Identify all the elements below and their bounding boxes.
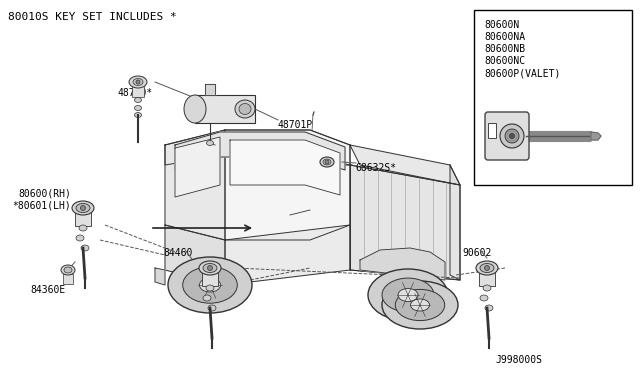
Ellipse shape: [480, 263, 494, 273]
Polygon shape: [350, 165, 460, 280]
Ellipse shape: [168, 257, 252, 313]
Circle shape: [325, 160, 329, 164]
Ellipse shape: [199, 261, 221, 275]
Circle shape: [136, 80, 140, 84]
Ellipse shape: [64, 267, 72, 273]
Bar: [479, 264, 495, 286]
Ellipse shape: [61, 265, 75, 275]
Ellipse shape: [208, 305, 216, 311]
Text: 84460: 84460: [163, 248, 193, 258]
Ellipse shape: [134, 97, 141, 103]
Ellipse shape: [323, 159, 331, 165]
Text: 48700A: 48700A: [215, 147, 250, 157]
Bar: [202, 264, 218, 286]
Polygon shape: [225, 225, 350, 285]
Ellipse shape: [133, 78, 143, 86]
Circle shape: [500, 124, 524, 148]
Ellipse shape: [235, 100, 255, 118]
Ellipse shape: [184, 95, 206, 123]
Text: 48700*: 48700*: [118, 88, 153, 98]
Text: 80600NA: 80600NA: [484, 32, 525, 42]
Ellipse shape: [134, 106, 141, 110]
Bar: [75, 204, 91, 226]
Ellipse shape: [476, 261, 498, 275]
Text: 90602: 90602: [462, 248, 492, 258]
Ellipse shape: [206, 285, 214, 291]
Ellipse shape: [320, 157, 334, 167]
Ellipse shape: [483, 285, 491, 291]
Polygon shape: [165, 225, 225, 285]
Ellipse shape: [398, 289, 418, 301]
Circle shape: [81, 205, 86, 211]
Ellipse shape: [239, 103, 251, 115]
Bar: [488, 123, 496, 138]
Ellipse shape: [79, 225, 87, 231]
Text: 48701P: 48701P: [278, 120, 313, 130]
Ellipse shape: [182, 267, 237, 303]
Ellipse shape: [480, 295, 488, 301]
Circle shape: [505, 129, 519, 143]
Polygon shape: [591, 132, 601, 140]
Polygon shape: [225, 130, 350, 240]
Polygon shape: [230, 140, 340, 195]
Ellipse shape: [382, 278, 434, 312]
Text: 80600NB: 80600NB: [484, 44, 525, 54]
Text: J998000S: J998000S: [495, 355, 542, 365]
Polygon shape: [360, 248, 445, 280]
Polygon shape: [155, 268, 165, 285]
Ellipse shape: [382, 281, 458, 329]
Polygon shape: [165, 130, 350, 165]
Ellipse shape: [485, 305, 493, 311]
Text: 84360E: 84360E: [30, 285, 65, 295]
Ellipse shape: [76, 203, 90, 212]
Ellipse shape: [76, 235, 84, 241]
Text: 68632S*: 68632S*: [355, 163, 396, 173]
Bar: [132, 79, 144, 97]
Ellipse shape: [368, 269, 448, 321]
Ellipse shape: [207, 141, 214, 145]
Circle shape: [509, 134, 515, 138]
Ellipse shape: [81, 245, 89, 251]
Text: 80600(RH): 80600(RH): [18, 188, 71, 198]
Ellipse shape: [203, 295, 211, 301]
Bar: [63, 274, 73, 284]
Text: 80600P(VALET): 80600P(VALET): [484, 68, 561, 78]
Ellipse shape: [134, 112, 141, 118]
Text: 80600NC: 80600NC: [484, 56, 525, 66]
Circle shape: [484, 266, 490, 270]
Text: 80010S KEY SET INCLUDES *: 80010S KEY SET INCLUDES *: [8, 12, 177, 22]
FancyBboxPatch shape: [485, 112, 529, 160]
Bar: [195, 95, 255, 123]
Bar: [474, 10, 632, 185]
Ellipse shape: [203, 263, 217, 273]
Polygon shape: [350, 145, 460, 185]
Ellipse shape: [410, 299, 429, 311]
Ellipse shape: [200, 278, 221, 292]
Polygon shape: [175, 132, 345, 170]
Polygon shape: [165, 130, 225, 240]
Polygon shape: [450, 165, 460, 280]
Ellipse shape: [396, 289, 445, 321]
Ellipse shape: [72, 201, 94, 215]
Text: *80601(LH): *80601(LH): [12, 200, 71, 210]
Circle shape: [207, 266, 212, 270]
Ellipse shape: [129, 76, 147, 88]
Polygon shape: [205, 84, 215, 95]
Text: 80600N: 80600N: [484, 20, 519, 30]
Polygon shape: [175, 137, 220, 197]
